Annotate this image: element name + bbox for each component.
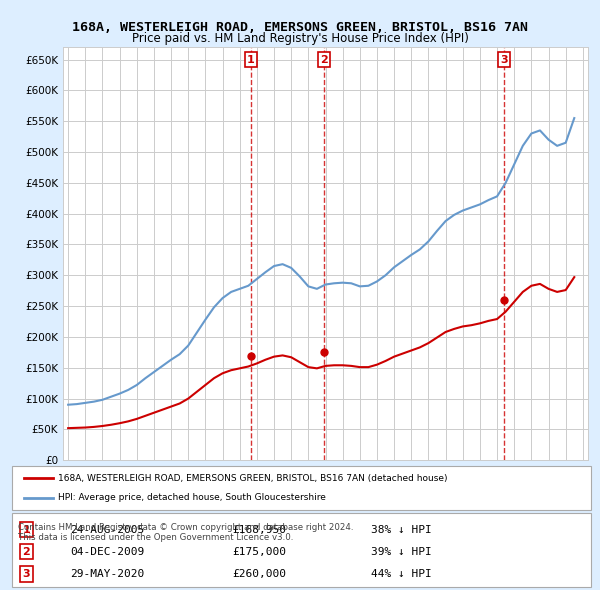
Text: Price paid vs. HM Land Registry's House Price Index (HPI): Price paid vs. HM Land Registry's House …: [131, 32, 469, 45]
Text: 1: 1: [23, 525, 31, 535]
Text: 168A, WESTERLEIGH ROAD, EMERSONS GREEN, BRISTOL, BS16 7AN (detached house): 168A, WESTERLEIGH ROAD, EMERSONS GREEN, …: [58, 474, 448, 483]
Text: 44% ↓ HPI: 44% ↓ HPI: [371, 569, 432, 579]
Text: £260,000: £260,000: [232, 569, 286, 579]
FancyBboxPatch shape: [12, 466, 591, 510]
Text: £168,950: £168,950: [232, 525, 286, 535]
Text: 29-MAY-2020: 29-MAY-2020: [70, 569, 144, 579]
Text: 04-DEC-2009: 04-DEC-2009: [70, 547, 144, 556]
Text: 38% ↓ HPI: 38% ↓ HPI: [371, 525, 432, 535]
Text: 1: 1: [247, 54, 255, 64]
FancyBboxPatch shape: [12, 513, 591, 587]
Text: This data is licensed under the Open Government Licence v3.0.: This data is licensed under the Open Gov…: [18, 533, 293, 542]
Text: 2: 2: [320, 54, 328, 64]
Text: Contains HM Land Registry data © Crown copyright and database right 2024.: Contains HM Land Registry data © Crown c…: [18, 523, 353, 532]
Text: HPI: Average price, detached house, South Gloucestershire: HPI: Average price, detached house, Sout…: [58, 493, 326, 503]
Text: 168A, WESTERLEIGH ROAD, EMERSONS GREEN, BRISTOL, BS16 7AN: 168A, WESTERLEIGH ROAD, EMERSONS GREEN, …: [72, 21, 528, 34]
Text: £175,000: £175,000: [232, 547, 286, 556]
Text: 24-AUG-2005: 24-AUG-2005: [70, 525, 144, 535]
Text: 3: 3: [23, 569, 30, 579]
Text: 2: 2: [23, 547, 31, 556]
Text: 3: 3: [500, 54, 508, 64]
Text: 39% ↓ HPI: 39% ↓ HPI: [371, 547, 432, 556]
